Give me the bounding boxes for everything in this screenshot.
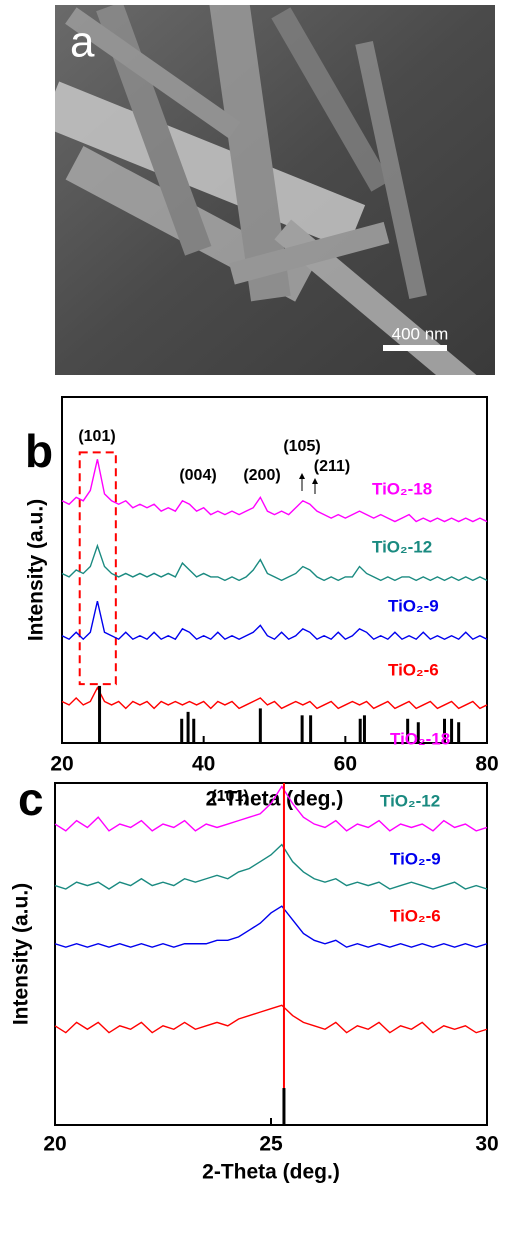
panel-label: b (25, 425, 53, 477)
peak-annotation: (004) (179, 467, 216, 484)
xrd-trace (61, 459, 488, 523)
x-tick-label: 25 (259, 1133, 283, 1156)
xrd-trace (54, 905, 488, 948)
y-axis-title: Intensity (a.u.) (10, 883, 33, 1025)
series-label: TiO₂-18 (372, 479, 432, 498)
x-axis-title: 2-Theta (deg.) (202, 1161, 340, 1184)
peak-annotation: (101) (78, 428, 115, 445)
panel-label: a (70, 18, 95, 67)
plot-frame (54, 782, 488, 1126)
fibers (55, 5, 491, 375)
x-tick-label: 80 (475, 753, 498, 776)
y-axis-title: Intensity (a.u.) (25, 499, 48, 641)
xrd-trace (61, 543, 488, 582)
plot-frame (61, 396, 488, 744)
scale-bar (383, 345, 447, 351)
scale-bar-label: 400 nm (392, 324, 449, 343)
x-tick-label: 40 (192, 753, 215, 776)
highlight-box (78, 451, 117, 686)
peak-annotation: (200) (243, 467, 280, 484)
xrd-trace (54, 1004, 488, 1034)
series-label: TiO₂-9 (388, 596, 439, 615)
series-label: TiO₂-12 (372, 537, 432, 556)
peak-annotation: (101) (211, 788, 248, 805)
series-label: TiO₂-9 (390, 849, 441, 868)
x-tick-label: 30 (475, 1133, 498, 1156)
series-label: TiO₂-6 (388, 660, 439, 679)
x-tick-label: 20 (43, 1133, 66, 1156)
arrow-head (299, 473, 305, 479)
x-tick-label: 20 (50, 753, 73, 776)
series-label: TiO₂-6 (390, 906, 441, 925)
xrd-trace (61, 686, 488, 710)
arrow-head (312, 478, 318, 484)
peak-annotation: (105) (283, 438, 320, 455)
sem-image: a 400 nm (55, 5, 495, 375)
xrd-trace (61, 600, 488, 641)
xrd-trace (54, 843, 488, 890)
panel-label: c (18, 773, 44, 825)
xrd-trace (54, 785, 488, 832)
series-label: TiO₂-12 (380, 791, 440, 810)
series-label: TiO₂-18 (390, 729, 450, 748)
peak-annotation: (211) (314, 458, 350, 475)
x-tick-label: 60 (334, 753, 357, 776)
